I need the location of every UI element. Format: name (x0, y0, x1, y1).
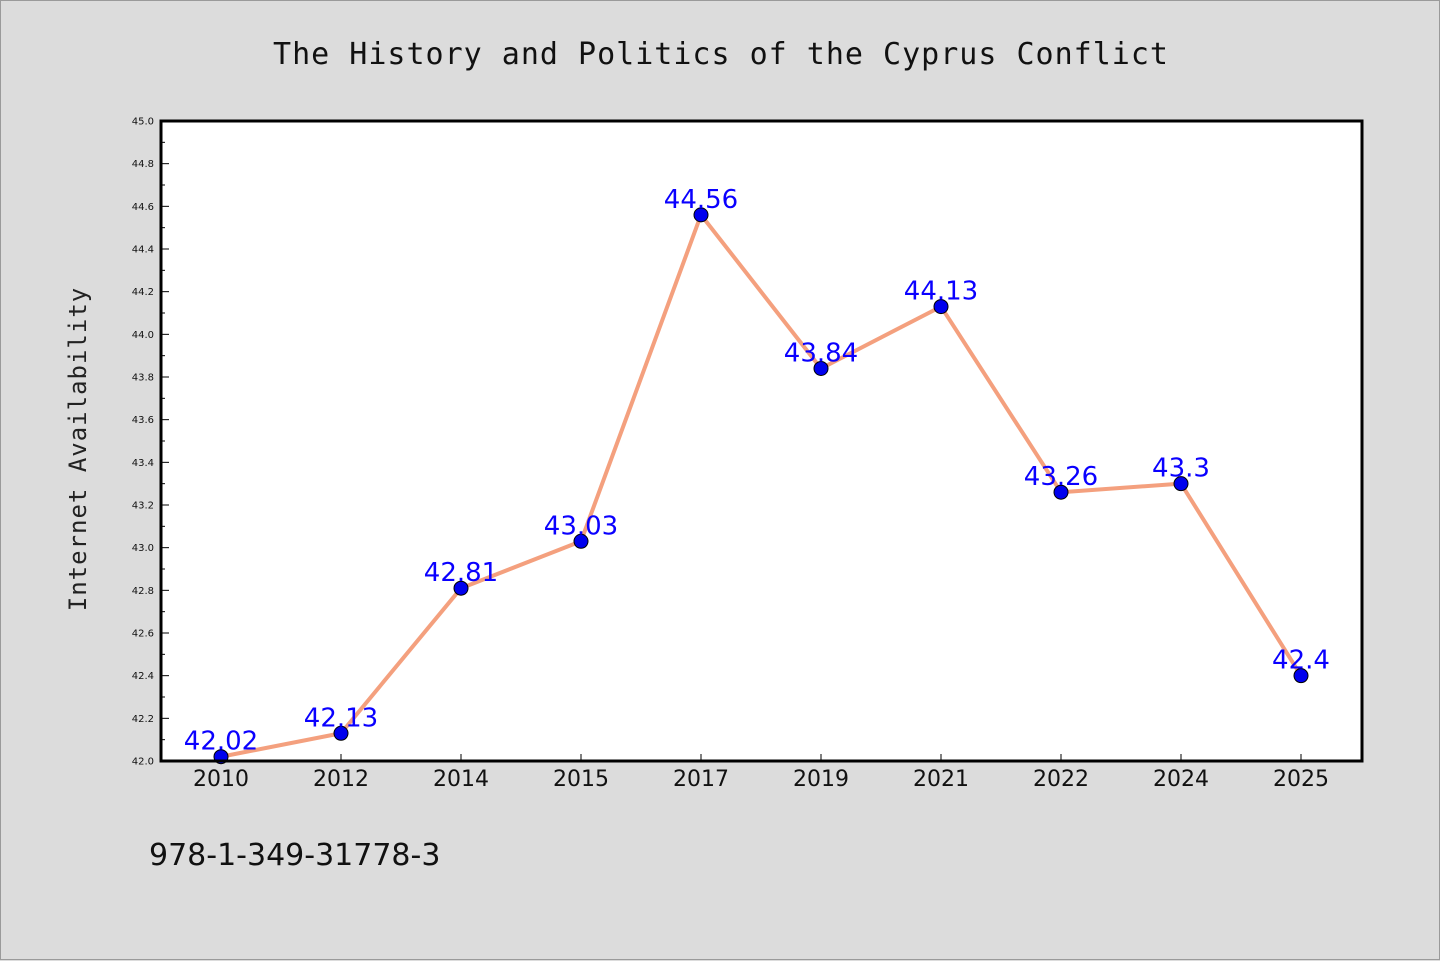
data-point (933, 299, 949, 315)
data-label: 43.26 (1024, 462, 1098, 492)
x-tick-label: 2025 (1273, 767, 1329, 792)
data-label: 43.3 (1152, 454, 1210, 484)
y-tick-label: 43.0 (132, 543, 154, 554)
x-tick-label: 2017 (673, 767, 729, 792)
y-tick-label: 42.8 (132, 586, 154, 597)
series-layer (213, 207, 1309, 765)
data-point (573, 533, 589, 549)
x-tick-label: 2021 (913, 767, 969, 792)
data-label: 42.13 (304, 703, 378, 733)
x-tick-label: 2015 (553, 767, 609, 792)
data-label: 42.4 (1272, 646, 1330, 676)
x-tick-label: 2024 (1153, 767, 1209, 792)
data-label: 42.02 (184, 727, 258, 757)
plot-area (161, 121, 1362, 761)
y-tick-label: 43.2 (132, 501, 154, 512)
y-tick-label: 44.8 (132, 159, 154, 170)
data-point (693, 207, 709, 223)
data-label: 43.84 (784, 338, 858, 368)
y-tick-label: 44.6 (132, 202, 154, 213)
data-labels-layer: 42.02 42.13 42.81 43.03 44.56 43.84 44.13 43.26… (184, 185, 1330, 757)
y-tick-label: 44.0 (132, 330, 154, 341)
y-tick-label: 45.0 (132, 117, 154, 128)
x-tick-label: 2019 (793, 767, 849, 792)
y-tick-label: 42.0 (132, 757, 154, 768)
data-point (1293, 668, 1309, 684)
y-tick-label: 44.2 (132, 287, 154, 298)
data-point (1173, 476, 1189, 492)
y-tick-label: 43.8 (132, 373, 154, 384)
x-tick-label: 2010 (193, 767, 249, 792)
y-axis-ticks: 42.0 42.2 42.4 42.6 42.8 43.0 43.2 43.4 43.6 43.8… (132, 117, 169, 768)
y-axis-label: Internet Availability (64, 287, 92, 611)
data-label: 42.81 (424, 558, 498, 588)
data-label: 44.56 (664, 185, 738, 215)
y-tick-label: 44.4 (132, 245, 154, 256)
y-tick-label: 42.6 (132, 629, 154, 640)
data-label: 43.03 (544, 511, 618, 541)
data-point (453, 580, 469, 596)
data-label: 44.13 (904, 277, 978, 307)
x-axis-ticks: 2010 2012 2014 2015 2017 2019 2021 2022 2024 2025 (193, 754, 1329, 792)
series-line (219, 212, 1303, 759)
y-tick-label: 42.4 (132, 671, 154, 682)
data-point (1053, 484, 1069, 500)
x-tick-label: 2014 (433, 767, 489, 792)
y-tick-label: 43.4 (132, 458, 154, 469)
y-tick-label: 42.2 (132, 714, 154, 725)
x-tick-label: 2012 (313, 767, 369, 792)
chart-title: The History and Politics of the Cyprus C… (273, 37, 1169, 72)
data-point (333, 725, 349, 741)
y-tick-label: 43.6 (132, 415, 154, 426)
x-tick-label: 2022 (1033, 767, 1089, 792)
plot-border (159, 119, 1364, 763)
data-point (813, 360, 829, 376)
isbn-text: 978-1-349-31778-3 (149, 838, 440, 873)
